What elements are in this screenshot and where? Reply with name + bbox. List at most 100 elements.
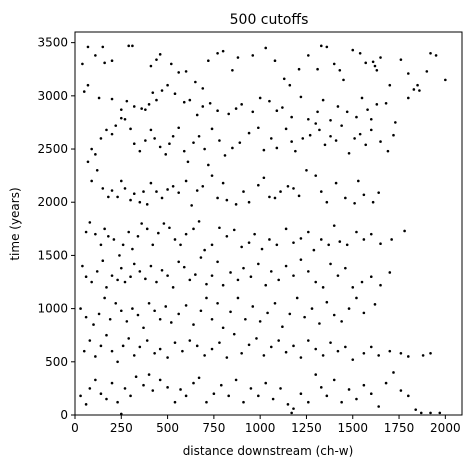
- data-point: [166, 274, 169, 277]
- data-point: [253, 232, 256, 236]
- data-point: [195, 113, 199, 117]
- data-point: [142, 326, 145, 330]
- data-point: [123, 187, 127, 190]
- data-point: [207, 59, 210, 63]
- data-point: [194, 273, 197, 276]
- data-point: [216, 109, 219, 113]
- data-point: [238, 141, 242, 144]
- data-point: [147, 301, 151, 305]
- data-point: [192, 227, 195, 231]
- data-point: [327, 243, 330, 247]
- x-tick-label: 750: [202, 421, 225, 435]
- data-point: [362, 383, 366, 387]
- data-point: [299, 392, 303, 396]
- data-point: [95, 169, 99, 172]
- data-point: [184, 179, 188, 183]
- data-point: [186, 160, 190, 164]
- data-point: [240, 103, 243, 106]
- data-point: [340, 320, 343, 323]
- data-point: [166, 83, 169, 87]
- data-point: [216, 196, 219, 200]
- data-point: [394, 121, 397, 124]
- data-point: [153, 137, 156, 140]
- data-point: [86, 160, 90, 164]
- data-point: [90, 280, 93, 284]
- data-point: [162, 222, 166, 225]
- data-point: [81, 264, 84, 268]
- data-point: [275, 243, 279, 247]
- data-point: [336, 105, 340, 108]
- data-point: [292, 274, 295, 277]
- data-point: [316, 110, 319, 114]
- data-point: [407, 96, 410, 100]
- data-point: [105, 128, 108, 132]
- data-point: [144, 108, 147, 111]
- data-point: [99, 344, 103, 348]
- data-point: [101, 187, 105, 190]
- data-point: [438, 411, 442, 415]
- data-point: [269, 270, 273, 273]
- data-point: [392, 133, 395, 137]
- data-point: [132, 262, 136, 266]
- data-point: [184, 304, 188, 307]
- data-point: [216, 51, 219, 55]
- data-point: [307, 230, 310, 234]
- data-point: [319, 238, 323, 241]
- data-point: [251, 110, 255, 114]
- data-point: [247, 343, 251, 347]
- data-point: [192, 323, 195, 326]
- data-point: [153, 309, 156, 313]
- data-point: [227, 112, 230, 116]
- data-point: [97, 96, 101, 100]
- data-point: [284, 127, 288, 131]
- data-point: [90, 147, 93, 151]
- data-point: [360, 96, 364, 100]
- data-point: [86, 83, 90, 87]
- data-point: [299, 356, 303, 359]
- data-point: [199, 256, 203, 259]
- data-point: [399, 58, 403, 61]
- data-point: [282, 77, 286, 81]
- data-point: [171, 134, 175, 138]
- data-point: [286, 403, 290, 406]
- data-point: [234, 203, 238, 206]
- data-point: [308, 133, 312, 137]
- data-point: [232, 332, 236, 336]
- data-point: [332, 378, 336, 382]
- data-point: [229, 271, 232, 274]
- data-point: [347, 307, 351, 310]
- data-point: [177, 191, 180, 194]
- data-point: [94, 232, 97, 236]
- data-point: [236, 56, 240, 59]
- data-point: [145, 227, 149, 231]
- y-axis-label: time (years): [8, 187, 22, 260]
- data-point: [292, 344, 295, 348]
- data-point: [355, 115, 358, 119]
- data-point: [347, 151, 351, 155]
- data-point: [366, 108, 369, 111]
- data-point: [232, 228, 236, 232]
- data-point: [321, 286, 325, 289]
- data-point: [444, 78, 447, 82]
- data-point: [369, 275, 373, 278]
- data-point: [197, 220, 201, 223]
- data-point: [184, 232, 188, 236]
- data-point: [155, 280, 158, 284]
- data-point: [221, 181, 225, 185]
- data-point: [314, 373, 318, 376]
- data-point: [177, 312, 180, 316]
- data-point: [264, 283, 268, 287]
- data-point: [227, 394, 230, 398]
- data-point: [112, 238, 116, 241]
- data-point: [305, 169, 308, 172]
- data-point: [110, 189, 114, 192]
- data-point: [262, 148, 266, 152]
- data-point: [121, 344, 125, 348]
- data-point: [262, 176, 266, 180]
- data-point: [240, 351, 243, 355]
- data-point: [292, 187, 295, 190]
- data-point: [160, 196, 164, 200]
- data-point: [429, 351, 432, 355]
- data-point: [319, 386, 323, 389]
